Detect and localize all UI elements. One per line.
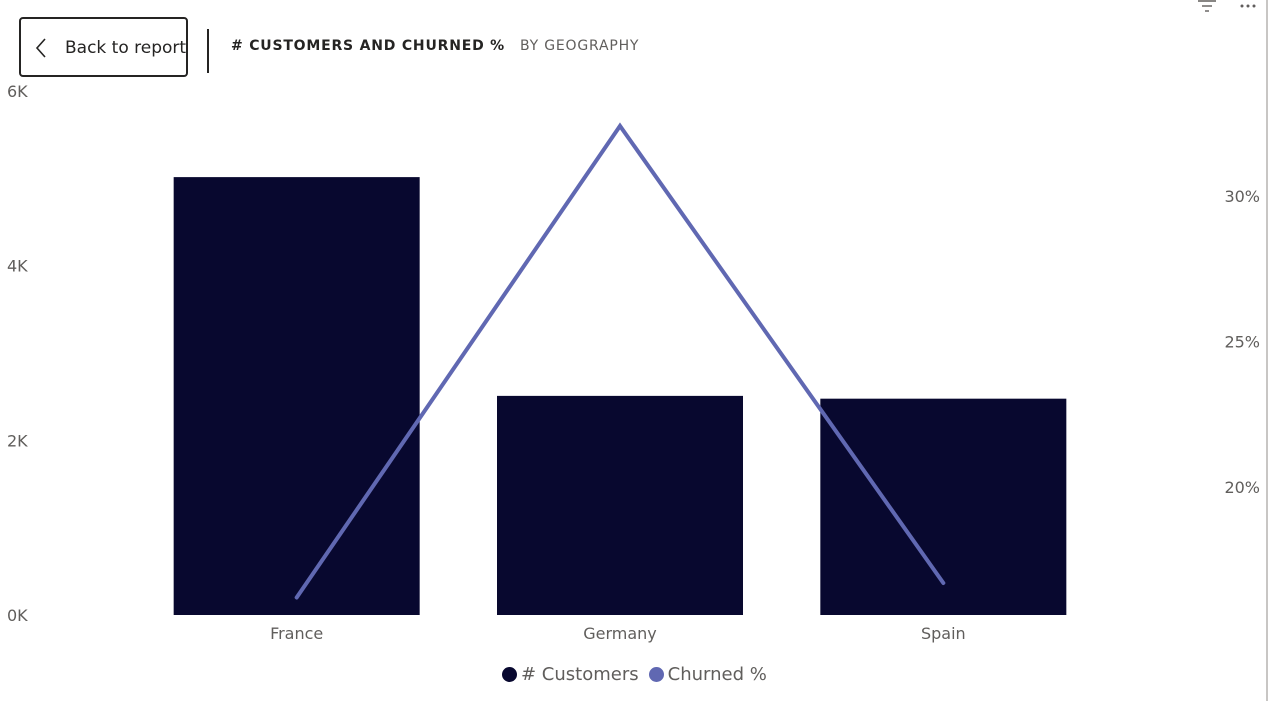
legend-label-churned: Churned %: [667, 664, 767, 685]
legend-marker-customers: [502, 667, 517, 682]
back-to-report-label: Back to report: [65, 38, 187, 58]
churned-percent-line[interactable]: [294, 122, 946, 600]
bar-germany[interactable]: [497, 395, 743, 615]
legend-item-churned[interactable]: Churned %: [648, 664, 767, 685]
tab-customers-churned[interactable]: # CUSTOMERS AND CHURNED %: [231, 38, 506, 54]
chevron-left-icon: [35, 38, 46, 58]
legend-label-customers: # Customers: [521, 664, 639, 685]
x-category-label: France: [270, 624, 323, 643]
y-right-tick-label: 25%: [1224, 332, 1260, 351]
y-left-tick-label: 6K: [7, 82, 28, 101]
back-to-report-button[interactable]: Back to report: [19, 17, 188, 77]
legend-marker-churned: [648, 667, 664, 682]
chart-legend: # Customers Churned %: [502, 664, 777, 685]
panel-right-border: [1266, 0, 1268, 701]
x-category-label: Spain: [921, 624, 966, 643]
filter-icon[interactable]: [1196, 0, 1218, 15]
tab-by-geography[interactable]: BY GEOGRAPHY: [520, 38, 640, 54]
legend-item-customers[interactable]: # Customers: [502, 664, 639, 685]
y-left-tick-label: 4K: [7, 257, 28, 276]
x-category-label: Germany: [583, 624, 657, 643]
more-options-icon[interactable]: [1238, 0, 1258, 15]
y-left-tick-label: 2K: [7, 431, 28, 450]
bar-france[interactable]: [173, 177, 420, 616]
y-right-tick-label: 30%: [1224, 187, 1260, 206]
header-separator: [207, 29, 209, 73]
y-left-tick-label: 0K: [7, 606, 28, 625]
bar-spain[interactable]: [820, 398, 1067, 615]
y-right-tick-label: 20%: [1224, 478, 1260, 497]
